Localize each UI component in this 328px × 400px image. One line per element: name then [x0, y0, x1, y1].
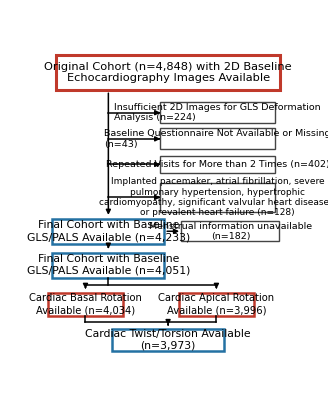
- FancyBboxPatch shape: [181, 221, 279, 241]
- Text: Final Cohort with Baseline
GLS/PALS Available (n=4,051): Final Cohort with Baseline GLS/PALS Avai…: [27, 254, 190, 276]
- Text: Implanted pacemaker, atrial fibrillation, severe
pulmonary hypertension, hypertr: Implanted pacemaker, atrial fibrillation…: [99, 177, 328, 218]
- FancyBboxPatch shape: [160, 128, 276, 149]
- Text: Cardiac Basal Rotation
Available (n=4,034): Cardiac Basal Rotation Available (n=4,03…: [29, 294, 142, 315]
- Text: Original Cohort (n=4,848) with 2D Baseline
Echocardiography Images Available: Original Cohort (n=4,848) with 2D Baseli…: [44, 62, 292, 84]
- Text: Final Cohort with Baseline
GLS/PALS Available (n=4,233): Final Cohort with Baseline GLS/PALS Avai…: [27, 220, 190, 242]
- Text: Baseline Questionnaire Not Available or Missing
(n=43): Baseline Questionnaire Not Available or …: [104, 129, 328, 148]
- FancyBboxPatch shape: [48, 293, 123, 316]
- FancyBboxPatch shape: [112, 329, 224, 351]
- FancyBboxPatch shape: [52, 219, 164, 244]
- FancyBboxPatch shape: [160, 102, 276, 123]
- FancyBboxPatch shape: [160, 156, 276, 173]
- Text: Cardiac Apical Rotation
Available (n=3,996): Cardiac Apical Rotation Available (n=3,9…: [158, 294, 275, 315]
- FancyBboxPatch shape: [160, 183, 276, 212]
- Text: Repeated Visits for More than 2 Times (n=402): Repeated Visits for More than 2 Times (n…: [106, 160, 328, 169]
- FancyBboxPatch shape: [179, 293, 254, 316]
- Text: Cardiac Twist/Torsion Available
(n=3,973): Cardiac Twist/Torsion Available (n=3,973…: [85, 329, 251, 351]
- FancyBboxPatch shape: [52, 252, 164, 278]
- Text: Menstrual information unavailable
(n=182): Menstrual information unavailable (n=182…: [149, 222, 312, 241]
- FancyBboxPatch shape: [56, 55, 280, 90]
- Text: Insufficient 2D Images for GLS Deformation
Analysis (n=224): Insufficient 2D Images for GLS Deformati…: [114, 103, 321, 122]
